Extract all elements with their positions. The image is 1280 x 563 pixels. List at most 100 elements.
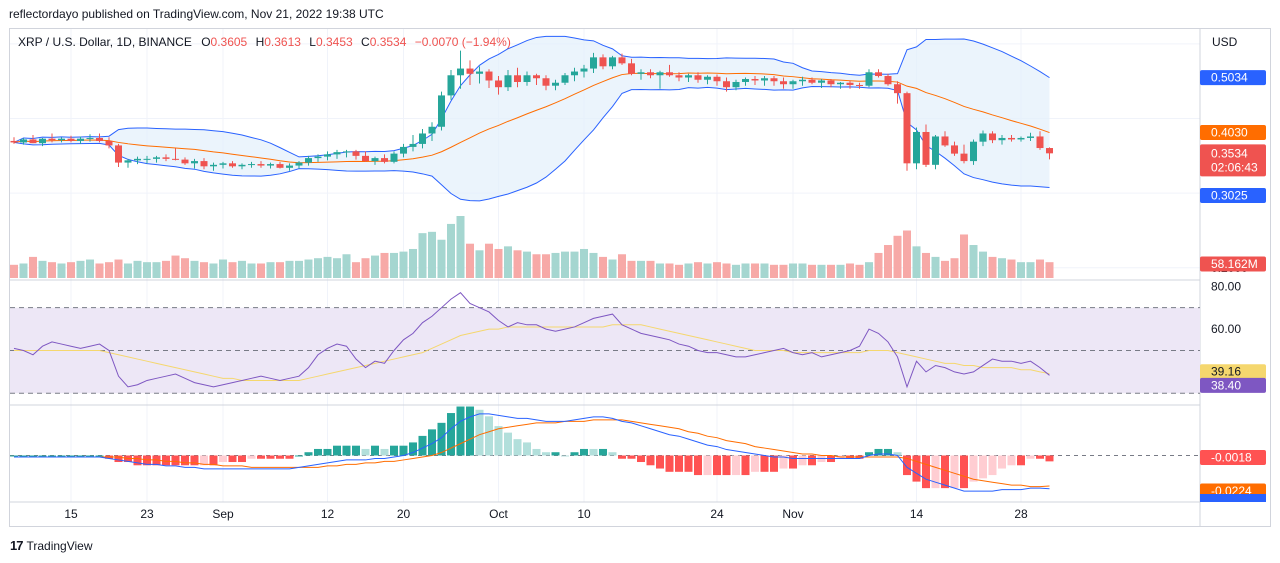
volume-bar (418, 233, 427, 278)
volume-bar (542, 254, 550, 278)
macd-histogram-bar (627, 455, 636, 459)
high-value: 0.3613 (264, 35, 301, 49)
bollinger-lower-tag: 0.3025 (1200, 187, 1266, 203)
candle-body (979, 133, 987, 142)
volume-bar (285, 260, 294, 278)
volume-bar (646, 260, 655, 278)
symbol-title: XRP / U.S. Dollar, 1D, BINANCE (18, 35, 192, 49)
volume-bar (95, 263, 104, 278)
candle-body (504, 75, 512, 88)
macd-histogram-bar (409, 442, 417, 456)
macd-histogram-bar (931, 455, 940, 489)
bollinger-lower-tag-text: 0.3025 (1211, 188, 1248, 202)
candle-body (637, 72, 645, 74)
candle-body (713, 76, 721, 82)
time-tick-label: 12 (321, 507, 335, 521)
volume-bar (380, 252, 389, 278)
candle-body (846, 82, 854, 85)
volume-bar (1017, 262, 1025, 278)
macd-histogram-bar (437, 422, 446, 456)
candle-body (580, 68, 588, 72)
time-tick-label: 20 (397, 507, 411, 521)
volume-bar (760, 263, 769, 278)
candle-body (324, 154, 331, 157)
candle-body (827, 80, 835, 85)
candle-body (875, 72, 882, 77)
low-value: 0.3453 (315, 35, 353, 49)
candle-body (20, 139, 27, 143)
volume-bar (494, 248, 503, 278)
candle-body (267, 164, 274, 166)
volume-bar (1045, 262, 1054, 278)
macd-histogram-bar (86, 455, 94, 457)
volume-bar (1007, 259, 1016, 278)
macd-histogram-bar (133, 455, 142, 466)
time-tick-label: 28 (1014, 507, 1028, 521)
macd-histogram-bar (323, 448, 332, 456)
volume-bar (532, 254, 541, 278)
macd-histogram-bar (675, 455, 683, 472)
volume-bar (656, 263, 664, 278)
candle-body (609, 57, 616, 67)
volume-bar (504, 246, 512, 278)
volume-bar (133, 260, 142, 278)
macd-signal-line (14, 419, 1050, 488)
volume-bar (447, 223, 455, 278)
candle-body (67, 138, 75, 141)
volume-bar (665, 263, 674, 278)
macd-histogram-bar (1017, 455, 1025, 466)
volume-bar (561, 251, 569, 278)
rsi-ma-line (14, 324, 1050, 381)
tradingview-logo[interactable]: 17 TradingView (10, 538, 93, 553)
volume-bar (998, 258, 1006, 278)
macd-histogram-bar (770, 455, 778, 472)
volume-bar (266, 262, 275, 278)
volume-bar (219, 259, 227, 278)
time-tick-label: 24 (710, 507, 724, 521)
macd-line (14, 413, 1050, 492)
candle-body (276, 164, 284, 168)
volume-bar (589, 252, 598, 278)
time-tick-label: 10 (577, 507, 591, 521)
candle-body (428, 126, 436, 134)
macd-histogram-bar (912, 455, 921, 482)
volume-bar (551, 252, 560, 278)
candle-body (837, 82, 844, 85)
candle-body (48, 138, 56, 141)
volume-bar (941, 260, 949, 278)
macd-histogram-bar (257, 455, 265, 459)
macd-histogram-bar (19, 455, 28, 457)
candle-body (770, 78, 778, 82)
volume-bar (333, 258, 341, 278)
publish-info: reflectordayo published on TradingView.c… (9, 7, 384, 21)
macd-histogram-bar (475, 409, 484, 456)
candle-body (514, 75, 521, 82)
macd-histogram-bar (219, 455, 227, 463)
volume-bar (865, 262, 873, 278)
volume-bar (570, 251, 579, 278)
volume-bar (390, 252, 398, 278)
macd-histogram-bar (789, 455, 797, 469)
last-price-value: 0.3534 (1211, 146, 1248, 160)
macd-histogram-bar (979, 455, 987, 479)
macd-histogram-bar (874, 448, 883, 456)
close-value: 0.3534 (369, 35, 407, 49)
volume-bar (637, 260, 645, 278)
rsi-value-tag-text: 38.40 (1211, 378, 1241, 392)
candle-body (105, 140, 113, 146)
bar-countdown: 02:06:43 (1211, 160, 1258, 174)
candle-body (656, 72, 664, 76)
candle-body (732, 81, 740, 88)
volume-bar (105, 262, 113, 278)
candle-body (818, 80, 825, 83)
volume-bar (190, 260, 199, 278)
volume-bar (276, 262, 284, 278)
candle-body (257, 164, 265, 166)
volume-bar (627, 260, 636, 278)
candle-body (1017, 137, 1025, 140)
rsi-tick-label: 80.00 (1211, 279, 1241, 293)
macd-histogram-bar (352, 445, 360, 456)
macd-histogram-bar (181, 455, 189, 466)
